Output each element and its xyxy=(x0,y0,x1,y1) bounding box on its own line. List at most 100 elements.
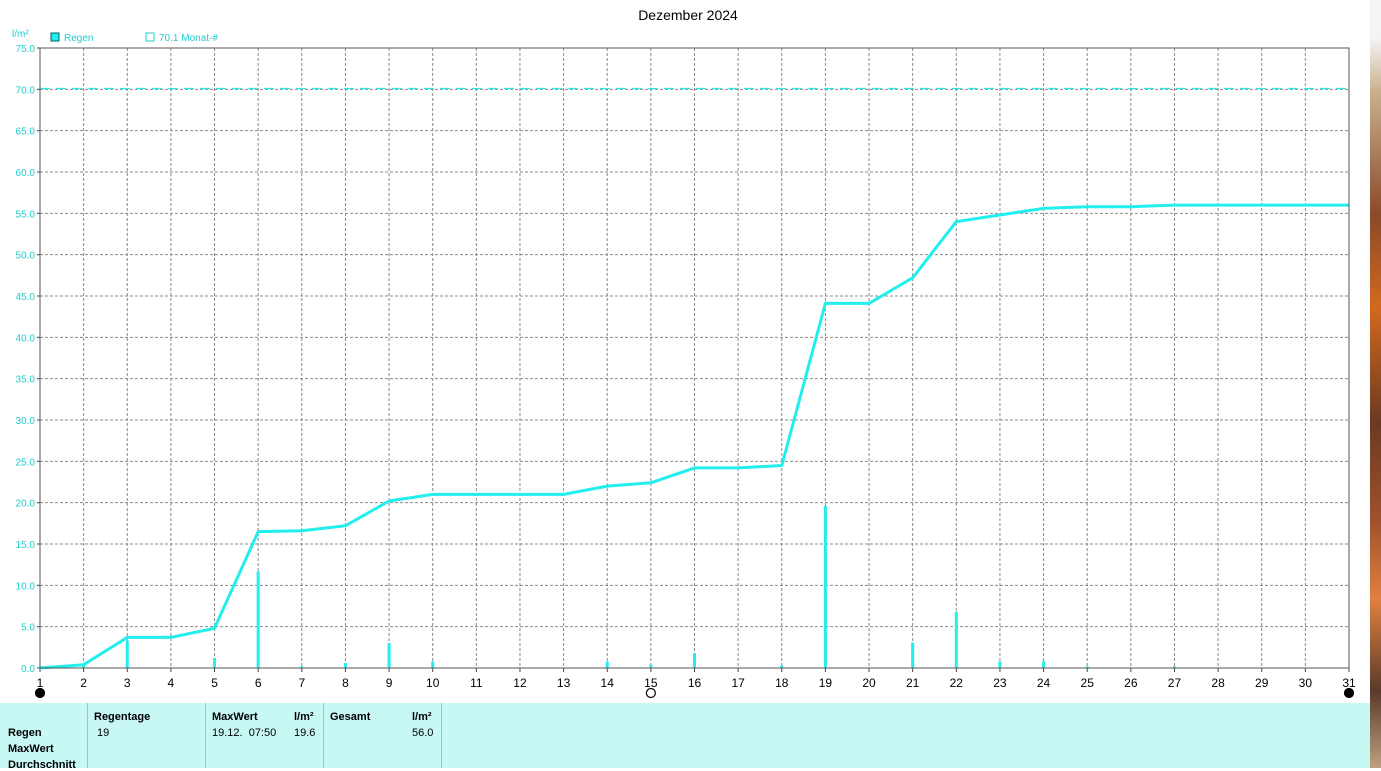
x-tick-label: 30 xyxy=(1299,676,1313,690)
chart-title: Dezember 2024 xyxy=(638,7,738,23)
x-tick-label: 13 xyxy=(557,676,571,690)
y-tick-label: 60.0 xyxy=(16,168,36,179)
x-tick-label: 7 xyxy=(298,676,305,690)
rain-bar xyxy=(649,664,653,668)
y-tick-label: 5.0 xyxy=(21,623,35,634)
cumulative-rain-line xyxy=(39,203,1349,670)
rain-bar xyxy=(911,642,915,668)
stats-table: Regen MaxWert Durchschnitt Regentage 19 … xyxy=(0,703,1370,771)
x-tick-label: 17 xyxy=(731,676,745,690)
rain-chart: Dezember 2024 l/m² Regen 70.1 Monat-# 0.… xyxy=(12,7,1356,699)
x-tick-label: 25 xyxy=(1081,676,1095,690)
rain-bar xyxy=(780,665,784,668)
rain-bar xyxy=(693,653,696,668)
y-tick-label: 40.0 xyxy=(16,333,36,344)
x-tick-label: 23 xyxy=(993,676,1007,690)
x-tick-label: 14 xyxy=(601,676,615,690)
y-tick-label: 25.0 xyxy=(16,457,36,468)
moon-phases xyxy=(34,687,1355,699)
legend: Regen 70.1 Monat-# xyxy=(50,32,218,44)
column-divider xyxy=(323,703,324,768)
rain-bar xyxy=(1085,666,1089,668)
y-tick-label: 35.0 xyxy=(16,375,36,386)
y-tick-label: 75.0 xyxy=(16,44,36,55)
row-label-maxwert: MaxWert xyxy=(8,743,54,755)
rain-bar xyxy=(387,643,391,668)
column-divider xyxy=(441,703,442,768)
rain-bar xyxy=(125,640,129,668)
x-tick-label: 6 xyxy=(255,676,262,690)
grid xyxy=(40,48,1349,668)
x-tick-label: 9 xyxy=(386,676,393,690)
maxwert-date: 19.12. 07:50 xyxy=(212,727,277,739)
legend-regen-swatch xyxy=(50,32,60,42)
row-label-durchschnitt: Durchschnitt xyxy=(8,759,76,771)
x-tick-label: 10 xyxy=(426,676,440,690)
y-axis-ticks: 0.0 5.0 10.0 15.0 20.0 25.0 30.0 35.0 40.0 45.0 50… xyxy=(16,44,40,675)
regentage-header: Regentage xyxy=(94,711,151,723)
x-tick-label: 12 xyxy=(513,676,527,690)
legend-month-avg-swatch xyxy=(145,32,155,42)
row-label-regen: Regen xyxy=(8,727,42,739)
rain-bar xyxy=(823,505,827,668)
x-tick-label: 2 xyxy=(80,676,87,690)
y-tick-label: 55.0 xyxy=(16,209,36,220)
y-tick-label: 30.0 xyxy=(16,416,36,427)
y-tick-label: 20.0 xyxy=(16,499,36,510)
y-axis-unit: l/m² xyxy=(12,29,29,40)
new-moon-icon xyxy=(1343,687,1355,699)
regentage-value: 19 xyxy=(97,727,110,739)
x-tick-label: 3 xyxy=(124,676,131,690)
new-moon-icon xyxy=(34,687,46,699)
x-tick-label: 29 xyxy=(1255,676,1269,690)
rain-bar xyxy=(300,666,304,668)
y-tick-label: 10.0 xyxy=(16,581,36,592)
legend-month-avg-label: 70.1 Monat-# xyxy=(159,33,218,44)
x-axis-ticks: 1 2 3 4 5 6 7 8 9 10 11 12 13 14 15 16 17 18 19 20 21 22 23 24 2… xyxy=(37,668,1356,690)
maxwert-value: 19.6 xyxy=(294,727,316,739)
plot-frame xyxy=(39,47,1350,669)
rain-bar xyxy=(256,571,260,668)
rain-bar xyxy=(605,661,609,668)
rain-bars xyxy=(38,505,1176,668)
x-tick-label: 18 xyxy=(775,676,789,690)
rain-bar xyxy=(213,658,217,668)
x-tick-label: 1 xyxy=(37,676,44,690)
rain-bar xyxy=(954,611,958,668)
x-tick-label: 24 xyxy=(1037,676,1051,690)
gesamt-header: Gesamt xyxy=(330,711,371,723)
x-tick-label: 19 xyxy=(819,676,833,690)
x-tick-label: 27 xyxy=(1168,676,1182,690)
full-moon-icon xyxy=(645,687,656,699)
y-tick-label: 65.0 xyxy=(16,127,36,138)
gesamt-value: 56.0 xyxy=(412,727,434,739)
gesamt-unit: l/m² xyxy=(412,711,432,723)
x-tick-label: 11 xyxy=(470,676,483,690)
x-tick-label: 15 xyxy=(644,676,658,690)
x-tick-label: 16 xyxy=(688,676,702,690)
y-tick-label: 70.0 xyxy=(16,85,36,96)
x-tick-label: 20 xyxy=(862,676,876,690)
rain-bar xyxy=(1172,666,1176,668)
maxwert-header: MaxWert xyxy=(212,711,258,723)
column-divider xyxy=(87,703,88,768)
background-photo-strip xyxy=(1370,0,1381,768)
maxwert-unit: l/m² xyxy=(294,711,314,723)
rain-bar xyxy=(343,663,347,668)
rain-bar xyxy=(1042,661,1046,668)
x-tick-label: 28 xyxy=(1211,676,1225,690)
rain-bar xyxy=(431,661,435,668)
rain-bar xyxy=(82,665,86,668)
rain-bar xyxy=(998,661,1002,668)
x-tick-label: 21 xyxy=(906,676,920,690)
y-tick-label: 45.0 xyxy=(16,292,36,303)
x-tick-label: 31 xyxy=(1342,676,1356,690)
x-tick-label: 8 xyxy=(342,676,349,690)
y-tick-label: 50.0 xyxy=(16,251,36,262)
legend-regen-label: Regen xyxy=(64,33,93,44)
y-tick-label: 15.0 xyxy=(16,540,36,551)
x-tick-label: 5 xyxy=(211,676,218,690)
x-tick-label: 26 xyxy=(1124,676,1138,690)
column-divider xyxy=(205,703,206,768)
x-tick-label: 22 xyxy=(950,676,964,690)
